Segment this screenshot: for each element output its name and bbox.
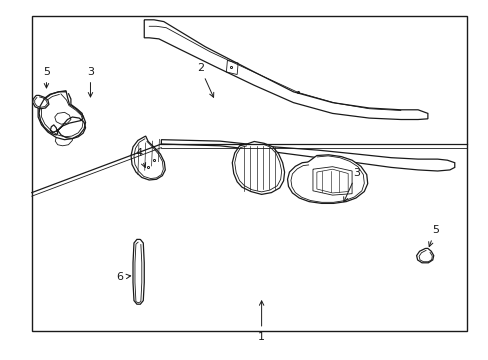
PathPatch shape — [287, 155, 367, 203]
Text: 2: 2 — [197, 63, 213, 97]
PathPatch shape — [131, 136, 165, 180]
Bar — [32, 16, 466, 331]
PathPatch shape — [416, 248, 433, 263]
Text: 1: 1 — [258, 301, 264, 342]
Text: 5: 5 — [43, 67, 50, 88]
PathPatch shape — [38, 91, 85, 140]
PathPatch shape — [161, 140, 454, 171]
Text: 3: 3 — [87, 67, 94, 97]
PathPatch shape — [133, 239, 144, 304]
Text: 3: 3 — [343, 168, 360, 202]
PathPatch shape — [232, 141, 284, 194]
Text: 6: 6 — [116, 272, 130, 282]
Text: 5: 5 — [428, 225, 438, 247]
PathPatch shape — [33, 95, 49, 109]
Text: 4: 4 — [136, 148, 145, 167]
